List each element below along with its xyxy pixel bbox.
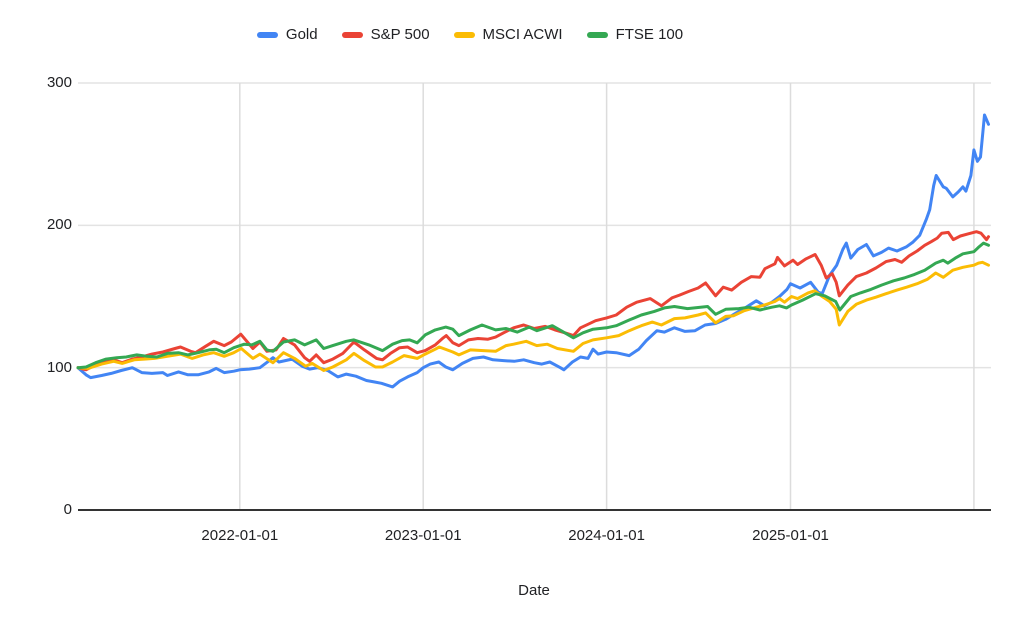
legend-label: Gold [285,26,318,43]
legend-swatch-msci-acwi [453,32,475,38]
y-tick-label: 100 [46,358,72,376]
y-tick-label: 300 [46,74,72,91]
y-tick-label: 0 [63,501,72,518]
legend-item-msci-acwi: MSCI ACWI [453,24,563,46]
x-tick-label: 2022-01-01 [201,527,279,544]
legend-swatch-ftse-100 [586,32,608,38]
x-tick-label: 2023-01-01 [384,527,462,544]
x-tick-label: 2024-01-01 [568,527,645,544]
series-line-ftse-100 [76,241,990,370]
legend-label: FTSE 100 [615,26,684,43]
y-tick-label: 200 [46,216,72,234]
legend-item-sp500: S&P 500 [341,24,430,46]
legend-label: S&P 500 [370,26,430,43]
legend-swatch-sp500 [341,32,363,38]
x-axis-title: Date [518,582,550,599]
legend-item-ftse-100: FTSE 100 [586,24,684,46]
chart-legend: Gold S&P 500 MSCI ACWI FTSE 100 [0,24,940,46]
legend-swatch-gold [256,32,278,38]
x-tick-label: 2025-01-01 [752,527,829,544]
series-line-gold [76,113,990,389]
legend-label: MSCI ACWI [482,26,563,43]
series-line-msci-acwi [76,260,990,372]
legend-item-gold: Gold [256,24,318,46]
